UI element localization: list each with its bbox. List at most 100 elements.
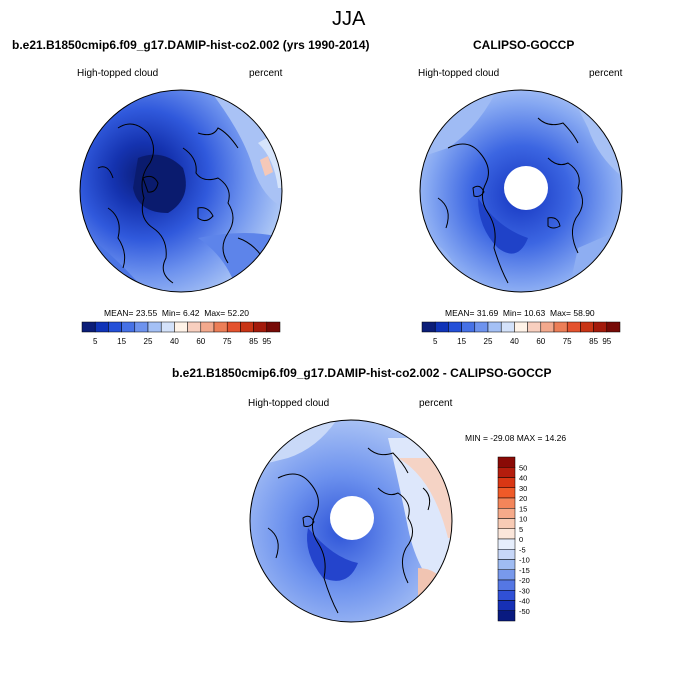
diff-colorbar-swatch: [497, 497, 516, 509]
diff-colorbar-tick-label: 0: [519, 535, 523, 544]
diff-colorbar-tick-label: 5: [519, 525, 523, 534]
obs-panel-title: CALIPSO-GOCCP: [473, 38, 575, 52]
obs-colorbar-tick-label: 5: [433, 337, 438, 346]
model-colorbar-tick-label: 95: [262, 337, 271, 346]
model-colorbar-swatch: [160, 321, 175, 333]
obs-polar-map: [419, 89, 623, 293]
obs-colorbar-swatch: [580, 321, 594, 333]
model-colorbar: 5 15 25 40 60 75 85 95: [81, 321, 281, 346]
obs-colorbar-swatch: [566, 321, 581, 333]
model-colorbar-swatch: [200, 321, 215, 333]
diff-coastlines: [267, 447, 431, 614]
diff-colorbar-tick-label: 10: [519, 515, 527, 524]
obs-mean-label: MEAN=: [445, 308, 475, 318]
diff-colorbar-swatch: [497, 477, 516, 488]
diff-colorbar-swatch: [497, 487, 516, 499]
diff-colorbar-tick-label: 20: [519, 494, 527, 503]
model-stats: MEAN= 23.55 Min= 6.42 Max= 52.20: [104, 308, 249, 318]
model-colorbar-tick-label: 15: [117, 337, 126, 346]
obs-colorbar-swatch: [474, 321, 489, 333]
page-title: JJA: [332, 8, 366, 30]
diff-colorbar-swatch: [497, 569, 516, 581]
diff-polar-map: [249, 419, 453, 623]
model-max-label: Max=: [204, 308, 226, 318]
model-variable-label: High-topped cloud: [77, 68, 159, 79]
obs-colorbar-swatch: [514, 321, 528, 333]
diff-colorbar-tick-label: 40: [519, 474, 527, 483]
model-colorbar-swatch: [213, 321, 228, 333]
obs-colorbar-tick-label: 25: [484, 337, 493, 346]
model-coastlines: [97, 123, 264, 284]
obs-colorbar-swatch: [527, 321, 542, 333]
obs-variable-label: High-topped cloud: [418, 68, 500, 79]
obs-max-value: 58.90: [573, 308, 595, 318]
model-colorbar-tick-label: 75: [223, 337, 232, 346]
obs-colorbar-tick-label: 95: [602, 337, 611, 346]
obs-colorbar-swatch: [434, 321, 449, 333]
model-mean-value: 23.55: [135, 308, 158, 318]
model-min-label: Min=: [161, 308, 181, 318]
obs-min-label: Min=: [502, 308, 522, 318]
obs-stats: MEAN= 31.69 Min= 10.63 Max= 58.90: [445, 308, 595, 318]
diff-colorbar-swatch: [497, 579, 516, 591]
model-colorbar-swatch: [108, 321, 122, 333]
diff-colorbar-tick-label: -40: [519, 597, 530, 606]
model-colorbar-swatch: [134, 321, 149, 333]
model-colorbar-swatch: [253, 321, 268, 333]
diff-colorbar-tick-label: 30: [519, 484, 527, 493]
obs-min-value: 10.63: [523, 308, 546, 318]
obs-colorbar-swatch: [553, 321, 568, 333]
model-colorbar-swatch: [240, 321, 254, 333]
model-max-value: 52.20: [227, 308, 249, 318]
diff-colorbar-swatch: [497, 528, 516, 540]
diff-colorbar-tick-label: -30: [519, 586, 530, 595]
model-colorbar-swatch: [94, 321, 109, 333]
model-panel-title: b.e21.B1850cmip6.f09_g17.DAMIP-hist-co2.…: [12, 38, 370, 52]
diff-units-label: percent: [419, 398, 453, 409]
obs-colorbar-swatch: [593, 321, 608, 333]
obs-colorbar-swatch: [540, 321, 555, 333]
obs-colorbar-swatch: [606, 321, 621, 333]
obs-colorbar-tick-label: 75: [563, 337, 572, 346]
model-colorbar-swatch: [147, 321, 162, 333]
obs-colorbar-tick-label: 60: [536, 337, 545, 346]
obs-colorbar-tick-label: 85: [589, 337, 598, 346]
obs-mean-value: 31.69: [476, 308, 499, 318]
model-colorbar-swatch: [187, 321, 202, 333]
obs-colorbar-swatch: [500, 321, 515, 333]
diff-colorbar-tick-label: -15: [519, 566, 530, 575]
model-mean-label: MEAN=: [104, 308, 134, 318]
model-units-label: percent: [249, 68, 283, 79]
diff-colorbar-swatch: [497, 559, 516, 570]
model-colorbar-swatch: [81, 321, 96, 333]
model-colorbar-swatch: [226, 321, 241, 333]
obs-units-label: percent: [589, 68, 623, 79]
diff-colorbar-tick-label: -20: [519, 576, 530, 585]
diff-colorbar-swatch: [497, 538, 516, 550]
obs-colorbar-swatch: [461, 321, 476, 333]
model-colorbar-swatch: [266, 321, 281, 333]
diff-colorbar-swatch: [497, 549, 516, 560]
diff-colorbar-swatch: [497, 600, 516, 611]
diff-colorbar-swatch: [497, 456, 516, 468]
obs-colorbar-swatch: [448, 321, 462, 333]
diff-colorbar-swatch: [497, 508, 516, 519]
diff-colorbar-tick-label: 15: [519, 504, 527, 513]
model-colorbar-tick-label: 85: [249, 337, 258, 346]
diff-colorbar-tick-label: -10: [519, 556, 530, 565]
model-min-value: 6.42: [182, 308, 200, 318]
diff-colorbar-swatch: [497, 610, 516, 622]
model-polar-map: [79, 89, 283, 293]
obs-colorbar-swatch: [487, 321, 502, 333]
obs-colorbar: 5 15 25 40 60 75 85 95: [421, 321, 621, 346]
model-colorbar-tick-label: 5: [93, 337, 98, 346]
model-colorbar-tick-label: 25: [144, 337, 153, 346]
diff-colorbar-swatch: [497, 590, 516, 601]
obs-coastlines: [437, 117, 583, 284]
obs-max-label: Max=: [549, 308, 572, 318]
model-colorbar-tick-label: 40: [170, 337, 179, 346]
diff-stats: MIN = -29.08 MAX = 14.26: [465, 433, 567, 443]
diff-colorbar-tick-label: -50: [519, 607, 530, 616]
obs-colorbar-tick-label: 40: [510, 337, 519, 346]
